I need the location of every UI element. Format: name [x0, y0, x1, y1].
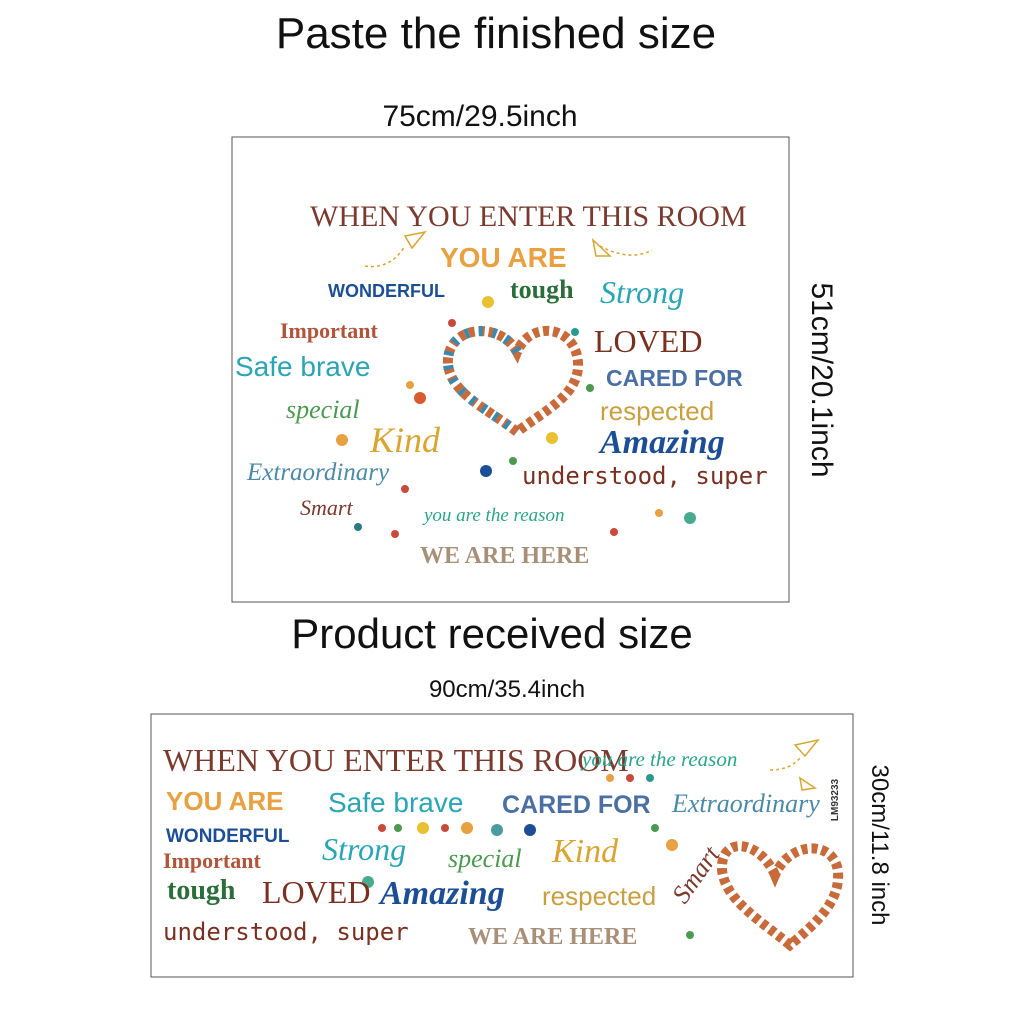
word: YOU ARE — [166, 786, 284, 816]
word: Important — [280, 318, 378, 343]
word: WONDERFUL — [166, 826, 290, 847]
word: Safe brave — [328, 787, 463, 818]
word: Extraordinary — [246, 459, 390, 486]
height-label: 51cm/20.1inch — [805, 282, 838, 477]
word: Kind — [369, 420, 441, 460]
word: WE ARE HERE — [468, 924, 637, 950]
word: WHEN YOU ENTER THIS ROOM — [310, 200, 747, 233]
word: special — [286, 395, 360, 424]
width-label: 90cm/35.4inch — [429, 676, 585, 703]
word: WHEN YOU ENTER THIS ROOM — [163, 742, 629, 778]
word: Amazing — [378, 875, 505, 912]
word: CARED FOR — [606, 365, 743, 391]
paper-planes — [364, 230, 653, 268]
word: Smart — [300, 495, 353, 520]
word: Important — [163, 848, 261, 873]
word: tough — [510, 275, 574, 304]
paper-planes — [769, 738, 820, 791]
word: LOVED — [594, 323, 702, 359]
finished-words: WHEN YOU ENTER THIS ROOM YOU ARE WONDERF… — [235, 200, 768, 569]
word: Extraordinary — [671, 789, 820, 818]
word: special — [448, 844, 522, 873]
product-code: LM93233 — [830, 778, 841, 821]
title: Paste the finished size — [276, 9, 716, 58]
word: respected — [600, 396, 714, 426]
word: CARED FOR — [502, 791, 651, 819]
word: Amazing — [598, 424, 725, 461]
word: Kind — [551, 833, 619, 870]
title: Product received size — [291, 610, 693, 657]
word: you are the reason — [580, 747, 737, 771]
dots — [336, 296, 696, 538]
heart — [442, 325, 584, 439]
word: tough — [167, 875, 236, 906]
height-label: 30cm/11.8 inch — [866, 765, 893, 926]
word: understood, super — [522, 462, 768, 490]
word: WE ARE HERE — [420, 543, 589, 569]
heart — [717, 841, 844, 952]
word: you are the reason — [422, 505, 565, 526]
panel — [231, 136, 790, 603]
word: WONDERFUL — [328, 281, 445, 301]
word: Strong — [600, 274, 684, 310]
width-label: 75cm/29.5inch — [382, 100, 577, 133]
heart-accent — [442, 326, 522, 436]
word: YOU ARE — [440, 242, 567, 273]
word: LOVED — [262, 874, 370, 910]
word: respected — [542, 881, 656, 911]
word: Strong — [322, 831, 406, 867]
dots — [362, 774, 694, 939]
word: Safe brave — [235, 351, 370, 382]
word: understood, super — [163, 918, 409, 946]
